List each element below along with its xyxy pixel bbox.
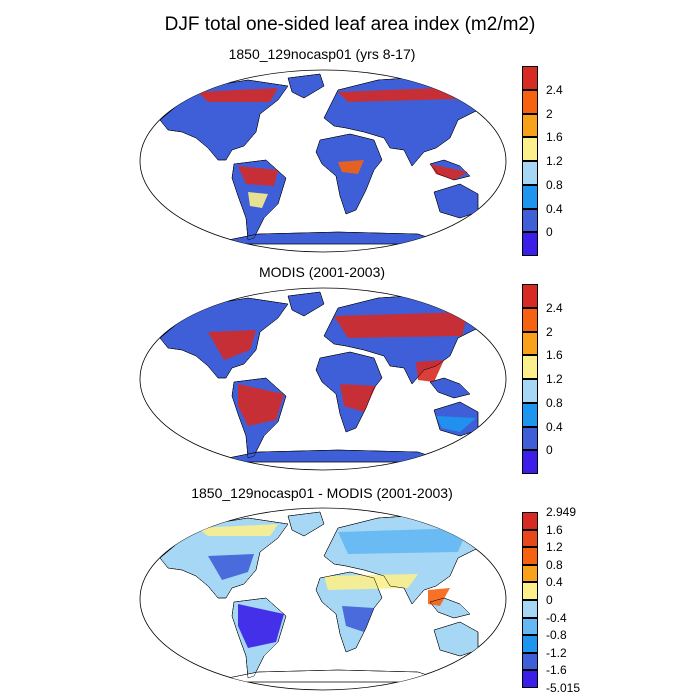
value-region-3 bbox=[324, 574, 418, 590]
colorbar-segment bbox=[522, 89, 538, 114]
chart-main-title: DJF total one-sided leaf area index (m2/… bbox=[164, 14, 536, 35]
colorbar-tick-label: -5.015 bbox=[546, 681, 581, 695]
panel-3-title: 1850_129nocasp01 - MODIS (2001-2003) bbox=[191, 485, 453, 501]
colorbar-tick-label: 1.6 bbox=[546, 130, 563, 145]
south-america-coastline bbox=[231, 159, 287, 241]
value-region-5 bbox=[428, 588, 450, 606]
colorbar-tick-label: 2 bbox=[546, 106, 553, 121]
colorbar-segment bbox=[522, 635, 538, 653]
north-america-coastline bbox=[159, 517, 289, 599]
north-america-coastline bbox=[159, 297, 289, 379]
colorbar-tick-label: 2.4 bbox=[546, 300, 563, 315]
colorbar-segment bbox=[522, 402, 538, 427]
maritime-se-asia-coastline bbox=[429, 597, 471, 619]
colorbar-segment bbox=[522, 600, 538, 618]
colorbar-tick-label: 0.4 bbox=[546, 575, 563, 590]
africa-coastline bbox=[315, 133, 383, 215]
colorbar-tick-label: 0.8 bbox=[546, 177, 563, 192]
colorbar-segment bbox=[522, 208, 538, 233]
colorbar-segment bbox=[522, 355, 538, 379]
colorbar-tick-label: 1.6 bbox=[546, 348, 563, 363]
value-region-2 bbox=[342, 606, 374, 632]
africa-coastline bbox=[315, 351, 383, 433]
colorbar-tick-label: 0.8 bbox=[546, 557, 563, 572]
colorbar-tick-label: 2 bbox=[546, 324, 553, 339]
panel-3-map bbox=[139, 507, 507, 691]
panel-3-colorbar bbox=[522, 512, 538, 688]
colorbar-segment bbox=[522, 426, 538, 451]
colorbar-segment bbox=[522, 547, 538, 565]
colorbar-segment bbox=[522, 232, 538, 256]
colorbar-segment bbox=[522, 184, 538, 209]
colorbar-tick-label: 0 bbox=[546, 593, 553, 607]
panel-2-title: MODIS (2001-2003) bbox=[258, 264, 386, 280]
colorbar-segment bbox=[522, 617, 538, 636]
colorbar-tick-label: -1.6 bbox=[546, 663, 567, 678]
value-region-5 bbox=[436, 416, 476, 432]
colorbar-segment bbox=[522, 113, 538, 138]
value-region-0 bbox=[238, 604, 284, 648]
value-region-5 bbox=[248, 192, 268, 208]
panel-2-map bbox=[139, 287, 507, 471]
colorbar-tick-label: 1.2 bbox=[546, 372, 563, 386]
colorbar-segment bbox=[522, 512, 538, 530]
value-region-0 bbox=[208, 330, 256, 360]
value-region-4 bbox=[338, 160, 364, 174]
greenland-coastline bbox=[287, 291, 325, 317]
value-region-2 bbox=[238, 384, 284, 426]
maritime-se-asia-coastline bbox=[429, 159, 471, 181]
colorbar-segment bbox=[522, 66, 538, 90]
colorbar-tick-label: 0.8 bbox=[546, 395, 563, 410]
value-region-0 bbox=[198, 88, 278, 102]
south-america-coastline bbox=[231, 597, 287, 679]
colorbar-tick-label: -0.8 bbox=[546, 628, 567, 643]
value-region-3 bbox=[430, 164, 468, 180]
colorbar-segment bbox=[522, 331, 538, 356]
colorbar-segment bbox=[522, 450, 538, 474]
colorbar-tick-label: 0.4 bbox=[546, 419, 563, 434]
colorbar-segment bbox=[522, 529, 538, 548]
colorbar-segment bbox=[522, 582, 538, 600]
value-region-2 bbox=[238, 166, 278, 186]
value-region-1 bbox=[208, 554, 254, 580]
colorbar-segment bbox=[522, 161, 538, 185]
colorbar-tick-label: 1.6 bbox=[546, 522, 563, 537]
panel-1-title: 1850_129nocasp01 (yrs 8-17) bbox=[228, 46, 416, 62]
south-america-coastline bbox=[231, 377, 287, 459]
colorbar-tick-label: -1.2 bbox=[546, 645, 567, 660]
africa-coastline bbox=[315, 571, 383, 653]
maritime-se-asia-coastline bbox=[429, 377, 471, 399]
value-region-4 bbox=[198, 524, 278, 536]
panel-1-colorbar bbox=[522, 66, 538, 256]
colorbar-tick-label: 0.4 bbox=[546, 201, 563, 216]
panel-1-map bbox=[139, 69, 507, 253]
colorbar-segment bbox=[522, 379, 538, 403]
colorbar-tick-label: 2.949 bbox=[546, 505, 577, 519]
colorbar-tick-label: 1.2 bbox=[546, 154, 563, 168]
colorbar-tick-label: 0 bbox=[546, 443, 553, 458]
colorbar-tick-label: 1.2 bbox=[546, 540, 563, 555]
colorbar-tick-label: 0 bbox=[546, 225, 553, 240]
north-america-coastline bbox=[159, 79, 289, 161]
colorbar-segment bbox=[522, 137, 538, 161]
colorbar-tick-label: 2.4 bbox=[546, 82, 563, 97]
colorbar-tick-label: -0.4 bbox=[546, 610, 567, 625]
value-region-6 bbox=[338, 528, 468, 554]
colorbar-segment bbox=[522, 652, 538, 671]
greenland-coastline bbox=[287, 511, 325, 537]
greenland-coastline bbox=[287, 73, 325, 99]
colorbar-segment bbox=[522, 564, 538, 583]
colorbar-segment bbox=[522, 670, 538, 688]
colorbar-segment bbox=[522, 284, 538, 308]
value-region-1 bbox=[334, 312, 468, 338]
panel-2-colorbar bbox=[522, 284, 538, 474]
colorbar-segment bbox=[522, 307, 538, 332]
